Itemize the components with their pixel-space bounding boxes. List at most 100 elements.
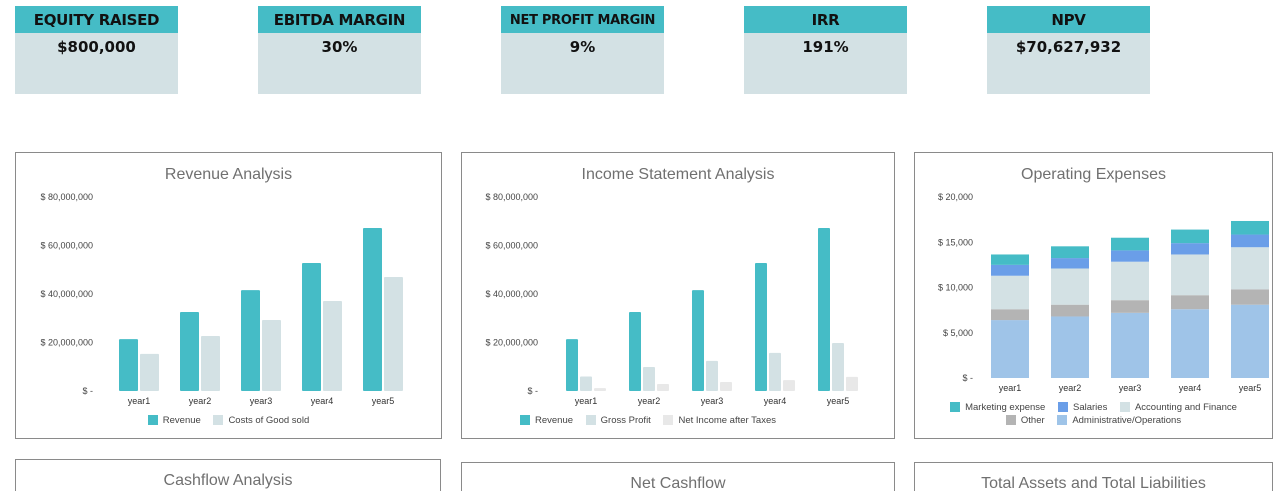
legend-item-accounting: Accounting and Finance <box>1119 401 1237 414</box>
legend-swatch <box>1119 402 1130 412</box>
bar-segment <box>1231 247 1269 290</box>
income-plot: $ - $ 20,000,000 $ 40,000,000 $ 60,000,000 $… <box>485 192 858 406</box>
bar <box>180 311 199 391</box>
x-tick-label: year2 <box>638 396 661 406</box>
bar-segment <box>1111 237 1149 251</box>
bar-segment <box>1171 295 1209 310</box>
x-tick-label: year3 <box>701 396 724 406</box>
bar <box>201 335 220 391</box>
kpi-label: NPV <box>987 6 1150 33</box>
y-tick-label: $ 80,000,000 <box>485 192 538 202</box>
bar <box>140 353 159 391</box>
legend-item-revenue: Revenue <box>147 414 201 427</box>
kpi-value: $70,627,932 <box>1015 38 1122 56</box>
legend-label: Other <box>1020 415 1045 426</box>
legend-item-net-income: Net Income after Taxes <box>663 414 776 427</box>
kpi-value: 30% <box>321 38 358 56</box>
bar-segment <box>1111 261 1149 301</box>
kpi-value: 9% <box>569 38 596 56</box>
kpi-net-profit-margin: NET PROFIT MARGIN 9% <box>501 6 664 94</box>
chart-title: Operating Expenses <box>1021 166 1166 183</box>
bar-segment <box>1051 304 1089 317</box>
bar-segment <box>1231 289 1269 305</box>
bar <box>755 262 767 391</box>
legend-swatch <box>1057 415 1068 425</box>
bar-segment <box>1051 268 1089 305</box>
bar <box>262 319 281 391</box>
x-tick-label: year3 <box>1119 383 1142 393</box>
chart-legend: Revenue Costs of Good sold <box>16 414 441 427</box>
x-tick-label: year3 <box>250 396 273 406</box>
operating-expenses-chart: Operating Expenses $ - $ 5,000 $ 10,000 $ 1… <box>914 152 1273 439</box>
legend-swatch <box>950 402 961 412</box>
legend-swatch <box>1005 415 1016 425</box>
y-tick-label: $ 20,000 <box>938 192 973 202</box>
chart-title: Revenue Analysis <box>164 166 293 183</box>
bar-segment <box>1111 312 1149 378</box>
kpi-value: 191% <box>802 38 849 56</box>
x-tick-label: year4 <box>1179 383 1202 393</box>
legend-item-gross-profit: Gross Profit <box>585 414 651 427</box>
bar-segment <box>1231 234 1269 248</box>
x-tick-label: year2 <box>1059 383 1082 393</box>
bar <box>566 339 578 391</box>
total-assets-liabilities-chart: Total Assets and Total Liabilities <box>914 462 1273 492</box>
bar <box>241 290 260 391</box>
bar-segment <box>1171 309 1209 378</box>
chart-title: Income Statement Analysis <box>581 166 775 183</box>
bar-segment <box>1051 258 1089 269</box>
y-tick-label: $ 40,000,000 <box>485 289 538 299</box>
legend-label: Salaries <box>1073 402 1108 413</box>
bar-segment <box>991 320 1029 378</box>
y-tick-label: $ 60,000,000 <box>40 241 93 251</box>
chart-legend: Revenue Gross Profit Net Income after Ta… <box>462 414 834 427</box>
legend-item-revenue: Revenue <box>520 414 573 427</box>
bar <box>363 228 382 391</box>
revenue-plot: $ - $ 20,000,000 $ 40,000,000 $ 60,000,000 $… <box>40 192 403 406</box>
legend-label: Accounting and Finance <box>1134 402 1237 413</box>
cashflow-analysis-chart: Cashflow Analysis <box>15 459 441 491</box>
legend-label: Administrative/Operations <box>1072 415 1182 426</box>
x-tick-label: year1 <box>575 396 598 406</box>
bar <box>720 382 732 391</box>
bar <box>706 360 718 391</box>
kpi-ebitda-margin: EBITDA MARGIN 30% <box>258 6 421 94</box>
x-tick-label: year4 <box>764 396 787 406</box>
bar-segment <box>1111 250 1149 262</box>
bar-segment <box>991 275 1029 310</box>
x-tick-label: year5 <box>372 396 395 406</box>
kpi-label: EBITDA MARGIN <box>258 6 421 33</box>
bar <box>580 376 592 391</box>
y-tick-label: $ 5,000 <box>943 328 973 338</box>
bar-segment <box>991 264 1029 276</box>
bar-segment <box>991 254 1029 265</box>
bar <box>846 376 858 391</box>
kpi-value: $800,000 <box>57 38 136 56</box>
x-tick-label: year5 <box>827 396 850 406</box>
y-tick-label: $ 20,000,000 <box>40 338 93 348</box>
bar <box>783 380 795 391</box>
bar <box>629 311 641 391</box>
x-tick-label: year5 <box>1239 383 1262 393</box>
x-tick-label: year2 <box>189 396 212 406</box>
bar-segment <box>1051 246 1089 259</box>
chart-title: Net Cashflow <box>630 475 726 492</box>
y-tick-label: $ 60,000,000 <box>485 241 538 251</box>
net-cashflow-chart: Net Cashflow <box>461 462 895 492</box>
bar-segment <box>1171 254 1209 296</box>
x-tick-label: year4 <box>311 396 334 406</box>
x-tick-label: year1 <box>128 396 151 406</box>
bar <box>818 228 830 391</box>
revenue-analysis-chart: Revenue Analysis $ - $ 20,000,000 $ 40,000… <box>15 152 442 439</box>
x-tick-label: year1 <box>999 383 1022 393</box>
y-tick-label: $ - <box>527 386 538 396</box>
bar-segment <box>1231 304 1269 378</box>
legend-label: Gross Profit <box>600 415 651 426</box>
legend-item-admin: Administrative/Operations <box>1057 414 1181 427</box>
bar-segment <box>1171 229 1209 244</box>
bar <box>832 342 844 391</box>
legend-label: Revenue <box>162 415 201 426</box>
bar <box>643 366 655 391</box>
bar <box>594 388 606 391</box>
bar <box>769 352 781 391</box>
